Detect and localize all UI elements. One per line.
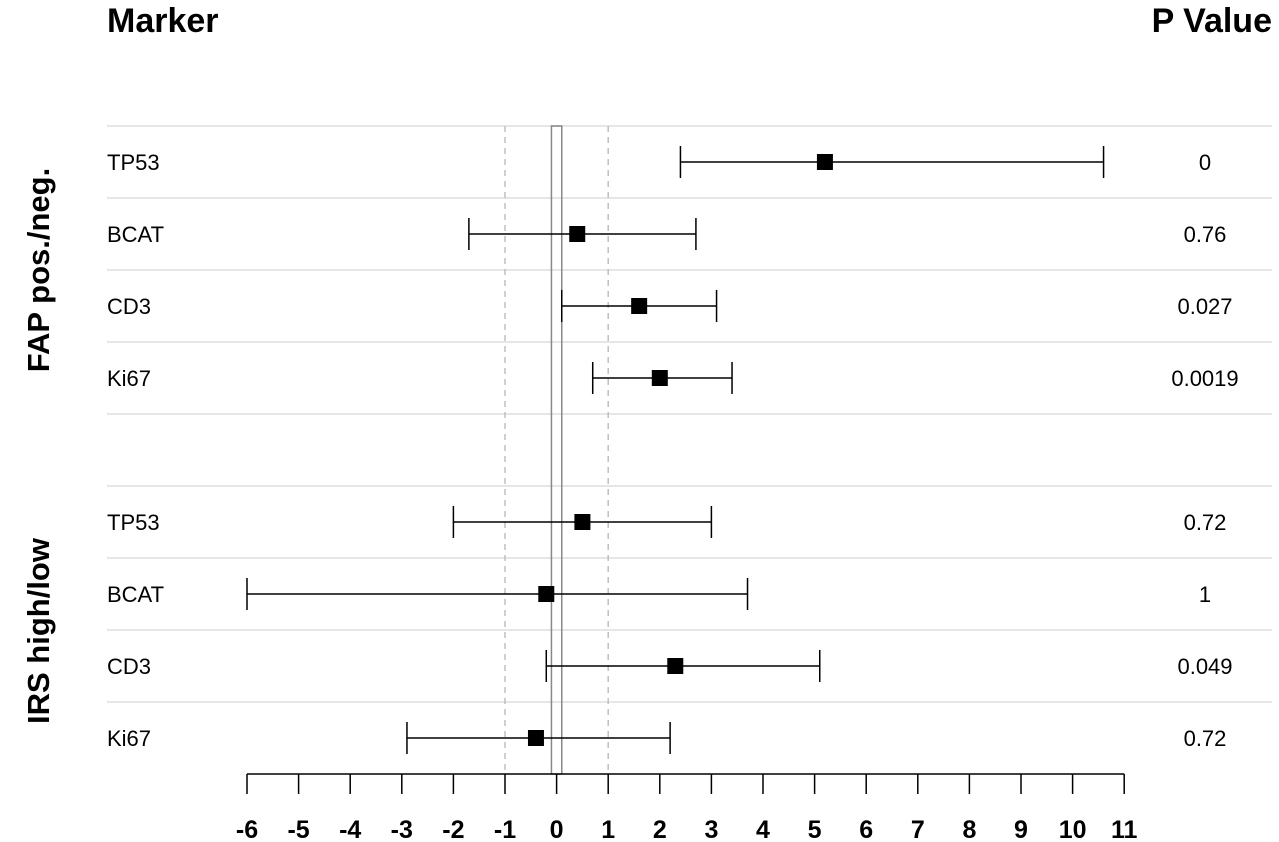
marker-label: CD3 (107, 654, 151, 679)
x-tick-label: 7 (911, 816, 925, 842)
x-tick-label: -6 (236, 816, 258, 842)
p-value: 0.72 (1184, 726, 1227, 751)
p-value: 0.049 (1177, 654, 1232, 679)
estimate-marker (816, 154, 833, 170)
zero-band (550, 125, 563, 775)
estimate-marker (631, 298, 648, 314)
x-tick-label: 5 (808, 816, 822, 842)
x-tick-label: 1 (601, 816, 615, 842)
p-value: 0.72 (1184, 510, 1227, 535)
pvalue-column-title: P Value (1152, 2, 1272, 40)
estimate-marker (651, 370, 668, 386)
x-axis: -6 -5 -4 -3 -2 -1 0 1 2 3 4 5 6 7 8 9 10 11 (236, 773, 1138, 842)
x-tick-label: 9 (1014, 816, 1028, 842)
marker-label: Ki67 (107, 366, 151, 391)
estimate-marker (667, 658, 684, 674)
estimate-marker (538, 586, 555, 602)
marker-label: Ki67 (107, 726, 151, 751)
x-tick-label: -4 (339, 816, 361, 842)
x-tick-label: -1 (494, 816, 516, 842)
marker-label: TP53 (107, 510, 160, 535)
marker-label: CD3 (107, 294, 151, 319)
estimate-marker (569, 226, 586, 242)
x-tick-label: 0 (550, 816, 564, 842)
data-rows: TP53 0 BCAT 0.76 CD3 0.027 Ki67 0.0019 TP53 0.72 B… (107, 146, 1239, 754)
p-value: 0.0019 (1171, 366, 1238, 391)
row-separators (107, 125, 1272, 703)
marker-column-title: Marker (107, 2, 219, 40)
group-label-irs: IRS high/low (21, 537, 56, 724)
x-tick-label: -5 (287, 816, 309, 842)
p-value: 0 (1199, 150, 1211, 175)
x-tick-label: 10 (1059, 816, 1087, 842)
x-tick-label: 8 (962, 816, 976, 842)
x-tick-label: 11 (1111, 816, 1138, 842)
x-tick-label: -3 (391, 816, 413, 842)
p-value: 0.76 (1184, 222, 1227, 247)
group-label-fap: FAP pos./neg. (21, 168, 56, 372)
estimate-marker (574, 514, 591, 530)
p-value: 1 (1199, 582, 1211, 607)
marker-label: BCAT (107, 222, 164, 247)
estimate-marker (527, 730, 544, 746)
marker-label: BCAT (107, 582, 164, 607)
reference-lines (504, 125, 609, 775)
x-tick-label: 3 (704, 816, 718, 842)
x-tick-label: 6 (859, 816, 873, 842)
x-tick-label: -2 (442, 816, 464, 842)
p-value: 0.027 (1177, 294, 1232, 319)
marker-label: TP53 (107, 150, 160, 175)
x-tick-label: 4 (756, 816, 770, 842)
x-tick-label: 2 (653, 816, 667, 842)
